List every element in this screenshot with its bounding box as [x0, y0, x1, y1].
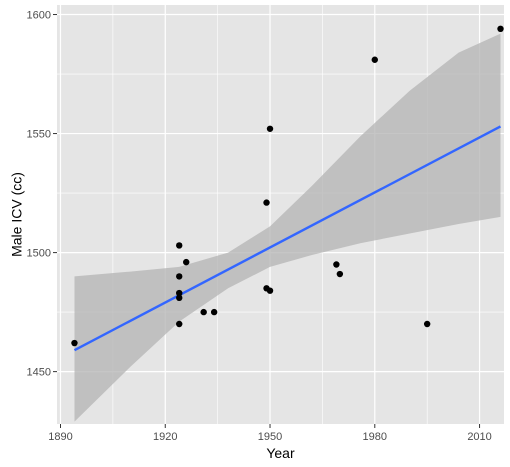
data-point — [336, 270, 344, 278]
data-point — [497, 25, 504, 33]
data-point — [183, 258, 190, 266]
y-axis-ticks: 1450 1500 1550 1600 — [27, 10, 57, 379]
data-point — [176, 320, 183, 328]
data-point — [176, 289, 183, 297]
data-point — [210, 308, 218, 316]
data-point — [423, 320, 431, 328]
x-axis-title: Year — [266, 445, 295, 461]
x-tick-label: 1980 — [363, 431, 387, 443]
x-axis-ticks: 1890 1920 1950 1980 2010 — [48, 424, 492, 443]
x-tick-label: 2010 — [467, 431, 491, 443]
data-point — [176, 273, 183, 280]
data-point — [266, 125, 274, 132]
y-tick-label: 1450 — [27, 367, 51, 379]
data-point — [266, 287, 274, 294]
data-point — [333, 261, 340, 268]
confidence-band — [74, 33, 501, 422]
y-tick-label: 1550 — [27, 129, 51, 141]
y-axis-title: Male ICV (cc) — [9, 172, 25, 257]
trend-line — [73, 125, 502, 352]
x-tick-label: 1950 — [258, 431, 282, 443]
data-point — [263, 199, 270, 206]
data-point — [71, 339, 78, 347]
y-tick-label: 1600 — [27, 10, 51, 22]
y-tick-label: 1500 — [27, 248, 51, 260]
x-tick-label: 1920 — [153, 431, 177, 443]
data-points — [71, 25, 504, 347]
data-point — [176, 242, 183, 249]
x-tick-label: 1890 — [48, 431, 72, 443]
data-point — [371, 56, 378, 63]
data-point — [200, 308, 207, 316]
data-point — [176, 294, 183, 302]
